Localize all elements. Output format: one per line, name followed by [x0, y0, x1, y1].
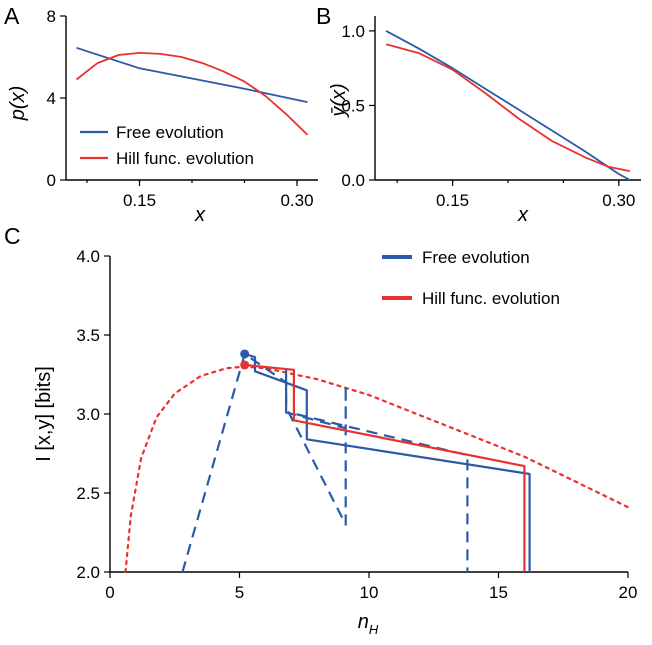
panel-a-ylabel: p(x) [7, 86, 29, 121]
panel-c-ytick-label: 3.5 [76, 326, 100, 345]
panel-c-xlabel-sub: H [369, 622, 379, 637]
panel-a-series-hill-1 [75, 52, 309, 136]
panel-a-ytick-label: 0 [47, 171, 56, 190]
panel-c-xtick-label: 5 [235, 583, 244, 602]
panel-b-series-free-0 [385, 30, 631, 181]
panel-c-xtick-label: 15 [489, 583, 508, 602]
panel-b-xtick-label: 0.15 [436, 191, 469, 210]
panel-c-xlabel: nH [358, 611, 379, 637]
panel-a-label: A [4, 3, 20, 29]
panel-b: B x ȳ(x) 0.15 0.30 0.0 0.5 1.0 [316, 3, 641, 226]
panel-b-ylabel: ȳ(x) [328, 83, 350, 118]
panel-c-xtick-label: 20 [619, 583, 638, 602]
panel-a-xlabel: x [194, 204, 206, 226]
panel-a-xtick-label: 0.30 [280, 191, 313, 210]
panel-c-label: C [4, 223, 21, 249]
panel-c-marker-free [240, 349, 250, 359]
panel-a-xtick-label: 0.15 [123, 191, 156, 210]
panel-c-xtick-label: 10 [360, 583, 379, 602]
panel-a-ytick-label: 4 [47, 89, 56, 108]
panel-c-series-free-1 [181, 352, 469, 573]
panel-c-ytick-label: 2.5 [76, 484, 100, 503]
panel-a-ytick-label: 8 [47, 7, 56, 26]
panel-c-ytick-label: 3.0 [76, 405, 100, 424]
panel-b-ytick-label: 1.0 [341, 22, 365, 41]
panel-c-marker-hill [240, 360, 250, 370]
panel-c-series-hill-3 [244, 363, 526, 572]
panel-c-ylabel: I [x,y] [bits] [33, 366, 55, 462]
panel-c-xtick-label: 0 [105, 583, 114, 602]
panel-c-legend: Free evolution Hill func. evolution [382, 248, 560, 308]
panel-c-series-free-2 [244, 352, 531, 572]
panel-c-ytick-label: 4.0 [76, 247, 100, 266]
panel-a-legend: Free evolution Hill func. evolution [80, 123, 254, 168]
panel-c-series-hill-0 [124, 365, 630, 574]
legend-c-free-label: Free evolution [422, 248, 530, 267]
panel-b-xtick-label: 0.30 [602, 191, 635, 210]
panel-a-series-free-0 [76, 46, 308, 103]
panel-b-label: B [316, 3, 331, 29]
panel-c: C nH I [x,y] [bits] Free evolution Hill … [4, 223, 637, 637]
panel-a: A x p(x) Free evolution Hill func. evolu… [4, 3, 318, 226]
legend-c-hill-label: Hill func. evolution [422, 289, 560, 308]
legend-a-hill-label: Hill func. evolution [116, 149, 254, 168]
panel-b-ytick-label: 0.5 [341, 96, 365, 115]
panel-b-ytick-label: 0.0 [341, 171, 365, 190]
panel-c-xlabel-n: n [358, 611, 369, 633]
panel-c-ytick-label: 2.0 [76, 563, 100, 582]
panel-b-series-hill-1 [385, 43, 631, 172]
panel-b-xlabel: x [517, 204, 529, 226]
legend-a-free-label: Free evolution [116, 123, 224, 142]
